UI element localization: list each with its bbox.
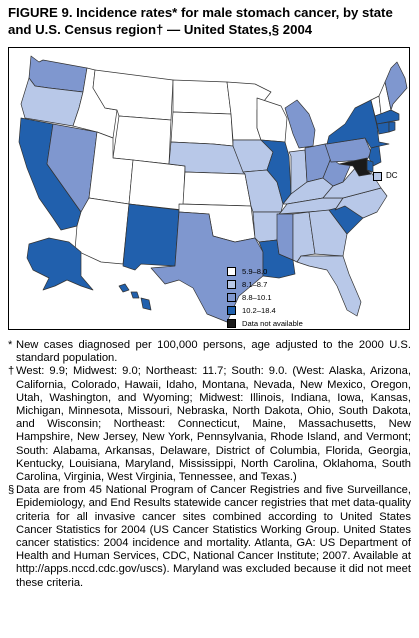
state-NJ: [368, 145, 382, 167]
state-ME: [384, 61, 408, 111]
legend-label: 8.8–10.1: [242, 293, 272, 302]
state-MI: [284, 99, 316, 149]
footnote-marker: §: [8, 484, 15, 497]
legend-swatch: [227, 280, 236, 289]
footnote-sources: § Data are from 45 National Program of C…: [8, 484, 411, 590]
footnote-text: Data are from 45 National Program of Can…: [16, 484, 411, 589]
state-WI: [256, 97, 288, 143]
legend-swatch: [227, 293, 236, 302]
legend-entry: 5.9–8.0: [227, 265, 303, 278]
state-HI: [118, 283, 152, 311]
map-canvas: [18, 55, 408, 323]
state-RI: [388, 121, 396, 133]
us-choropleth-map: 5.9–8.0 8.1–8.7 8.8–10.1 10.2–18.4 Data …: [8, 47, 410, 330]
state-CO: [128, 159, 186, 211]
state-MD: [338, 157, 372, 177]
footnote-regions: † West: 9.9; Midwest: 9.0; Northeast: 11…: [8, 365, 411, 484]
state-ND: [172, 79, 232, 115]
state-AZ: [74, 197, 130, 265]
state-DE: [366, 159, 374, 173]
state-KS: [182, 171, 252, 207]
footnote-marker: *: [8, 339, 13, 351]
footnote-text: West: 9.9; Midwest: 9.0; Northeast: 11.7…: [16, 365, 411, 484]
legend-entry: 10.2–18.4: [227, 304, 303, 317]
state-NM: [122, 203, 180, 271]
figure-title: FIGURE 9. Incidence rates* for male stom…: [8, 5, 393, 37]
footnote-marker: †: [8, 365, 15, 378]
state-MA: [374, 109, 400, 125]
map-legend: 5.9–8.0 8.1–8.7 8.8–10.1 10.2–18.4 Data …: [227, 265, 303, 329]
dc-swatch: [373, 172, 382, 181]
legend-label: 8.1–8.7: [242, 280, 268, 289]
legend-entry: 8.1–8.7: [227, 278, 303, 291]
state-NY: [326, 99, 390, 149]
footnotes: * New cases diagnosed per 100,000 person…: [8, 339, 411, 590]
legend-swatch: [227, 267, 236, 276]
state-WY: [112, 115, 172, 165]
legend-label: Data not available: [242, 319, 303, 328]
state-SD: [170, 111, 234, 147]
state-FL: [296, 255, 362, 317]
state-CT: [376, 121, 390, 135]
legend-label: 5.9–8.0: [242, 267, 268, 276]
legend-swatch: [227, 319, 236, 328]
state-AK: [26, 237, 94, 291]
legend-entry: Data not available: [227, 317, 303, 329]
legend-label: 10.2–18.4: [242, 306, 276, 315]
legend-swatch: [227, 306, 236, 315]
footnote-rates: * New cases diagnosed per 100,000 person…: [8, 339, 411, 365]
dc-label: DC: [386, 171, 398, 180]
legend-entry: 8.8–10.1: [227, 291, 303, 304]
state-MS: [276, 213, 294, 261]
footnote-text: New cases diagnosed per 100,000 persons,…: [16, 339, 411, 365]
